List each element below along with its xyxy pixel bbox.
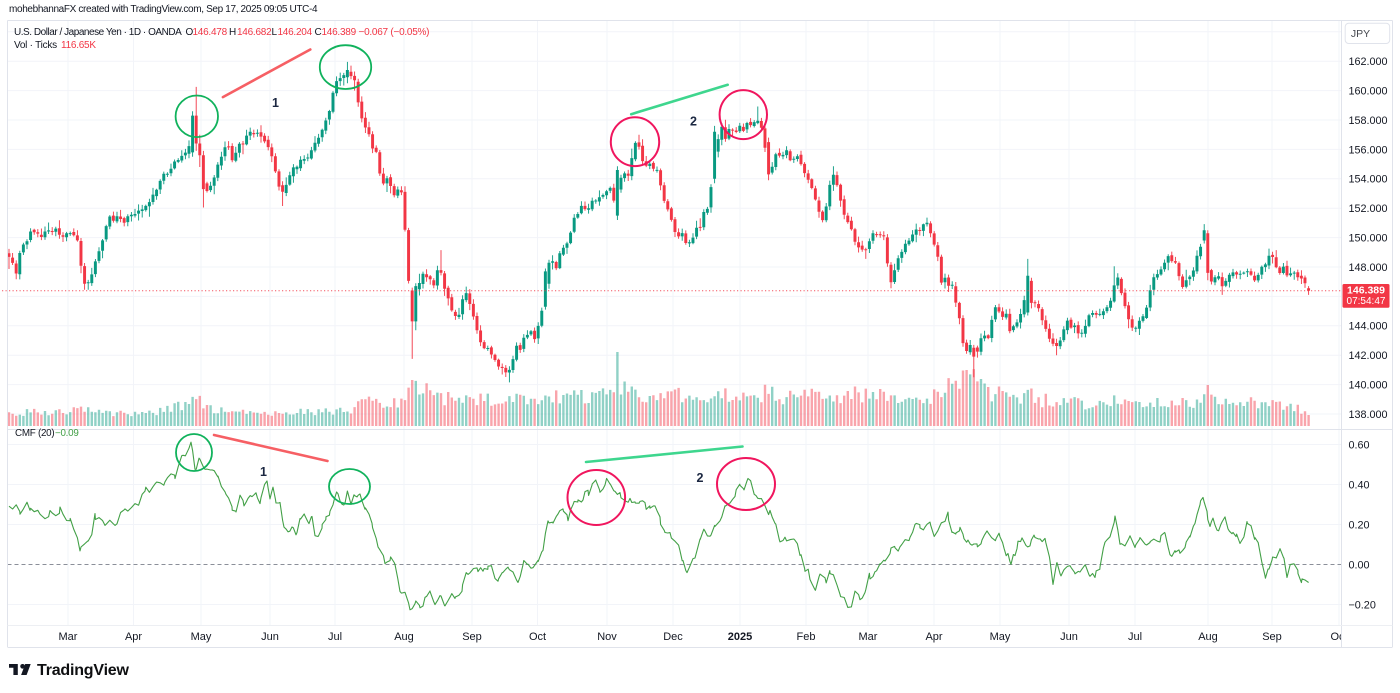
svg-text:Sep: Sep — [462, 631, 482, 643]
svg-text:140.000: 140.000 — [1349, 380, 1388, 392]
svg-text:Apr: Apr — [125, 631, 142, 643]
svg-text:−0.20: −0.20 — [1349, 599, 1376, 611]
svg-text:138.000: 138.000 — [1349, 409, 1388, 421]
svg-text:Feb: Feb — [797, 631, 816, 643]
svg-text:2025: 2025 — [728, 631, 752, 643]
svg-text:1: 1 — [260, 465, 267, 479]
svg-text:Jun: Jun — [1060, 631, 1078, 643]
svg-text:0.60: 0.60 — [1349, 439, 1370, 451]
svg-text:148.000: 148.000 — [1349, 262, 1388, 274]
svg-text:0.20: 0.20 — [1349, 519, 1370, 531]
svg-text:Jul: Jul — [328, 631, 342, 643]
svg-text:Sep: Sep — [1262, 631, 1282, 643]
svg-text:07:54:47: 07:54:47 — [1347, 296, 1386, 307]
svg-text:Jun: Jun — [261, 631, 279, 643]
svg-text:May: May — [191, 631, 212, 643]
svg-text:158.000: 158.000 — [1349, 115, 1388, 127]
svg-text:Oct: Oct — [529, 631, 546, 643]
svg-text:156.000: 156.000 — [1349, 144, 1388, 156]
svg-text:150.000: 150.000 — [1349, 233, 1388, 245]
svg-text:1: 1 — [272, 96, 279, 110]
svg-text:0.40: 0.40 — [1349, 479, 1370, 491]
svg-text:154.000: 154.000 — [1349, 174, 1388, 186]
svg-text:Oct: Oct — [1330, 631, 1347, 643]
svg-text:May: May — [990, 631, 1011, 643]
svg-text:Aug: Aug — [1198, 631, 1218, 643]
svg-text:160.000: 160.000 — [1349, 86, 1388, 98]
svg-text:2: 2 — [697, 471, 704, 485]
svg-text:Jul: Jul — [1128, 631, 1142, 643]
svg-text:146.389: 146.389 — [1347, 285, 1385, 297]
svg-text:Dec: Dec — [663, 631, 683, 643]
svg-text:152.000: 152.000 — [1349, 203, 1388, 215]
svg-text:144.000: 144.000 — [1349, 321, 1388, 333]
svg-text:142.000: 142.000 — [1349, 350, 1388, 362]
svg-text:0.00: 0.00 — [1349, 559, 1370, 571]
svg-text:Mar: Mar — [859, 631, 878, 643]
svg-text:162.000: 162.000 — [1349, 56, 1388, 68]
svg-text:Apr: Apr — [925, 631, 942, 643]
svg-text:Nov: Nov — [597, 631, 617, 643]
svg-text:Mar: Mar — [59, 631, 78, 643]
svg-text:2: 2 — [690, 115, 697, 129]
svg-text:JPY: JPY — [1351, 28, 1370, 40]
svg-text:Aug: Aug — [394, 631, 414, 643]
